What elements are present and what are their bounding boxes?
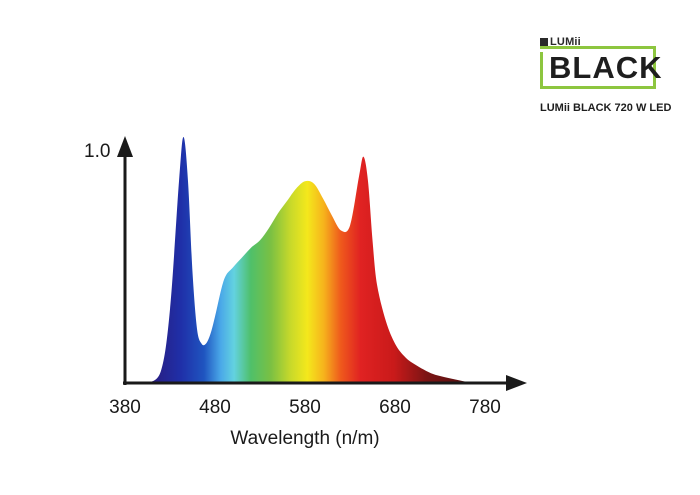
brand-small-label: LUMii (540, 36, 581, 48)
brand-square-icon (540, 38, 548, 46)
brand-frame-bottom (540, 86, 656, 89)
x-tick-labels: 380 480 580 680 780 (109, 397, 501, 418)
x-axis-title: Wavelength (n/m) (230, 428, 379, 449)
spectrum-area (147, 137, 481, 383)
x-tick-label-480: 480 (199, 397, 231, 418)
brand-big-label: BLACK (549, 50, 663, 85)
x-tick-label-380: 380 (109, 397, 141, 418)
x-tick-label-580: 580 (289, 397, 321, 418)
y-tick-label-1: 1.0 (84, 141, 110, 162)
brand-logo: LUMii BLACK LUMii BLACK 720 W LED (536, 36, 671, 126)
x-tick-label-680: 680 (379, 397, 411, 418)
brand-frame-right (653, 49, 656, 83)
x-tick-label-780: 780 (469, 397, 501, 418)
x-axis-arrow (506, 375, 527, 391)
y-axis-arrow (117, 136, 133, 157)
brand-model-label: LUMii BLACK 720 W LED (540, 102, 672, 114)
brand-frame-left (540, 52, 543, 86)
